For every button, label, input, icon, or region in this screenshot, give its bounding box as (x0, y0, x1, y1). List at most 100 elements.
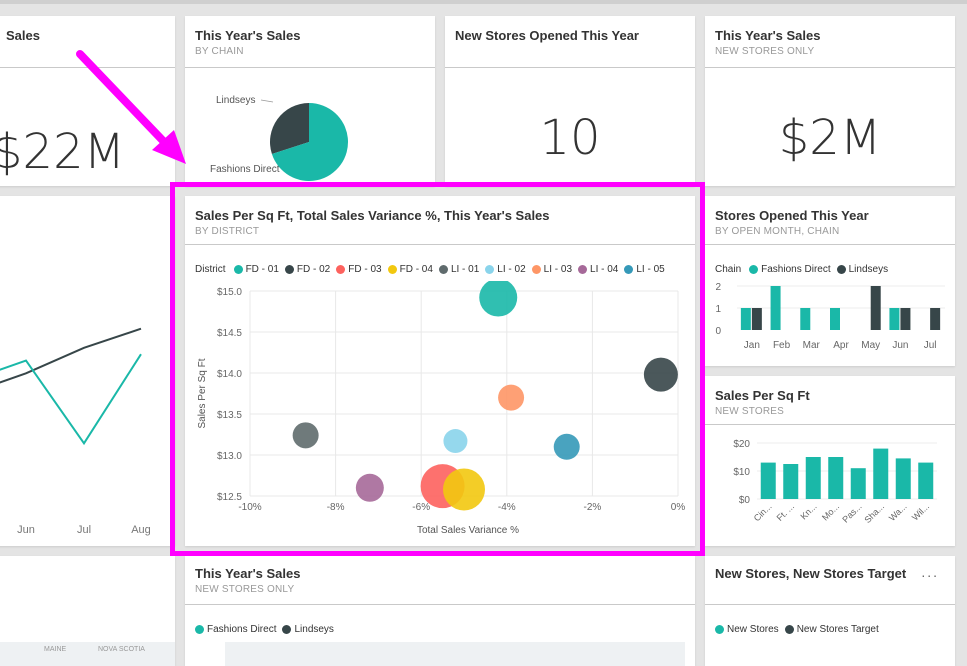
x-tick-label: -4% (498, 502, 516, 513)
kpi-value: $2M (778, 110, 882, 166)
x-tick-label: -8% (327, 502, 345, 513)
legend-item[interactable]: FD - 01 (233, 264, 279, 275)
y-tick-label: $13.0 (217, 451, 242, 462)
bar (783, 464, 799, 499)
kpi-value: 10 (539, 110, 601, 166)
scatter-point[interactable] (292, 422, 319, 449)
y-tick-label: 2 (715, 282, 721, 293)
legend-label: FD - 02 (296, 264, 331, 275)
y-axis-title: Sales Per Sq Ft (197, 358, 208, 428)
legend-label: Lindseys (848, 264, 889, 275)
x-tick-label: Jan (744, 340, 760, 351)
tile-title: New Stores Opened This Year (455, 28, 639, 43)
legend-item[interactable]: LI - 02 (485, 264, 526, 275)
chart-legend: Fashions Direct Lindseys (195, 624, 340, 635)
legend-label: LI - 03 (543, 264, 573, 275)
tile-divider (0, 67, 175, 68)
tile-line-chart[interactable]: Jun Jul Aug (0, 196, 175, 546)
tile-divider (705, 424, 955, 425)
legend-item[interactable]: LI - 03 (531, 264, 573, 275)
bar (828, 457, 844, 499)
x-tick-label: Apr (833, 340, 849, 351)
scatter-point[interactable] (443, 429, 468, 454)
pie-label-fashions-direct: Fashions Direct (210, 164, 280, 175)
scatter-point[interactable] (498, 384, 525, 411)
x-tick-label: Wil... (910, 501, 931, 522)
y-tick-label: $15.0 (217, 287, 242, 298)
tile-subtitle: NEW STORES ONLY (195, 584, 295, 595)
x-tick-label: Kn... (799, 501, 819, 521)
x-tick-label: 0% (671, 502, 686, 513)
legend-item[interactable]: Fashions Direct (749, 264, 831, 275)
pie-slice (271, 103, 348, 181)
kpi-value: $22M (0, 124, 126, 180)
tile-divider (705, 244, 955, 245)
x-tick-label: Sha... (862, 501, 886, 525)
tile-sales-by-chain[interactable]: This Year's Sales BY CHAIN Lindseys Fash… (185, 16, 435, 186)
legend-dot (578, 265, 588, 274)
bar (805, 457, 821, 499)
tile-title: Stores Opened This Year (715, 208, 869, 223)
legend-dot-dark (282, 625, 292, 634)
tile-map[interactable]: MAINE NOVA SCOTIA (0, 556, 175, 666)
legend-item[interactable]: Lindseys (282, 624, 334, 635)
tile-scatter-district[interactable]: Sales Per Sq Ft, Total Sales Variance %,… (185, 196, 695, 546)
tile-sales-per-sqft[interactable]: Sales Per Sq Ft NEW STORES $20 $10 $0 Cin..… (705, 376, 955, 546)
tile-subtitle: BY OPEN MONTH, CHAIN (715, 226, 840, 237)
more-options-button[interactable]: ... (921, 564, 939, 580)
line-series (0, 353, 142, 446)
x-tick-label: -6% (412, 502, 430, 513)
tile-bottom-sales[interactable]: This Year's Sales NEW STORES ONLY Fashio… (185, 556, 695, 666)
legend-dot-teal (749, 265, 759, 274)
legend-label: FD - 01 (245, 264, 279, 275)
legend-item[interactable]: New Stores Target (784, 624, 879, 635)
legend-item[interactable]: New Stores (715, 624, 779, 635)
tile-new-stores-opened[interactable]: New Stores Opened This Year 10 (445, 16, 695, 186)
legend-item[interactable]: Fashions Direct (195, 624, 276, 635)
tile-title: This Year's Sales (195, 566, 301, 581)
y-tick-label: $14.5 (217, 328, 242, 339)
legend-item[interactable]: LI - 01 (438, 264, 480, 275)
legend-dot (284, 265, 294, 274)
legend-label: Lindseys (294, 624, 334, 635)
tile-divider (705, 67, 955, 68)
tile-divider (705, 604, 955, 605)
legend-dot (485, 265, 495, 274)
legend-dot (233, 265, 243, 274)
scatter-point[interactable] (553, 433, 580, 460)
tile-stores-opened[interactable]: Stores Opened This Year BY OPEN MONTH, C… (705, 196, 955, 366)
tile-subtitle: BY CHAIN (195, 46, 244, 57)
tile-new-stores-sales[interactable]: This Year's Sales NEW STORES ONLY $2M (705, 16, 955, 186)
legend-label: LI - 01 (450, 264, 480, 275)
x-tick-label: Jun (892, 340, 908, 351)
bar (751, 308, 762, 330)
tile-subtitle: NEW STORES (715, 406, 785, 417)
legend-title: District (195, 264, 226, 275)
bar (770, 286, 781, 330)
x-tick-label: Aug (131, 524, 151, 536)
y-tick-label: $20 (733, 439, 750, 450)
legend-dot (624, 265, 634, 274)
scatter-point[interactable] (443, 468, 485, 511)
legend-item[interactable]: LI - 05 (624, 264, 665, 275)
chart-legend: New Stores New Stores Target (715, 624, 885, 635)
scatter-point[interactable] (479, 281, 518, 317)
tile-new-stores-target[interactable]: New Stores, New Stores Target ... New St… (705, 556, 955, 666)
scatter-point[interactable] (643, 357, 678, 392)
legend-item[interactable]: LI - 04 (578, 264, 618, 275)
legend-item[interactable]: FD - 04 (387, 264, 433, 275)
x-tick-label: May (861, 340, 880, 351)
tile-sales-kpi[interactable]: Sales $22M (0, 16, 175, 186)
x-tick-label: Jul (924, 340, 937, 351)
x-tick-label: -2% (584, 502, 602, 513)
scatter-point[interactable] (355, 473, 384, 502)
map-label: NOVA SCOTIA (98, 646, 145, 653)
tile-title: Sales Per Sq Ft (715, 388, 810, 403)
legend-item[interactable]: FD - 03 (336, 264, 382, 275)
legend-title: Chain (715, 264, 742, 275)
bar (895, 458, 911, 499)
map-label: MAINE (44, 646, 67, 653)
legend-item[interactable]: Lindseys (836, 264, 889, 275)
legend-item[interactable]: FD - 02 (284, 264, 331, 275)
y-tick-label: 0 (715, 326, 721, 337)
